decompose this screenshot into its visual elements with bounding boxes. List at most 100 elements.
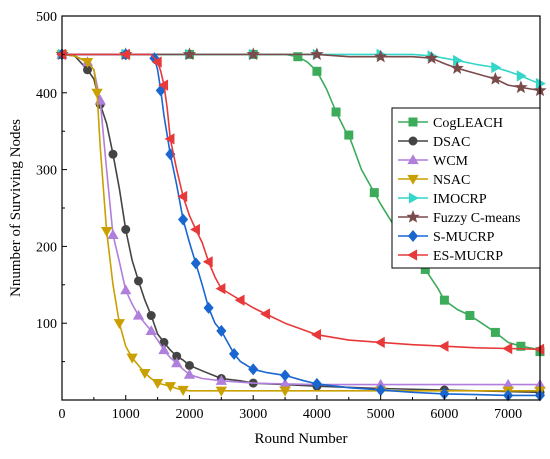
x-tick-label: 7000 (494, 407, 522, 422)
data-point-nsac (81, 57, 94, 68)
legend-label-s-mucrp: S-MUCRP (433, 230, 495, 245)
x-tick-label: 1000 (112, 407, 140, 422)
data-point-s-mucrp (311, 377, 322, 390)
y-tick-label: 400 (36, 87, 57, 102)
y-axis-label: Nnumber of Surviving Nodes (8, 119, 24, 297)
series-es-mucrp (56, 48, 545, 355)
data-point-wcm (171, 357, 183, 368)
data-point-dsac (184, 360, 194, 370)
y-tick-label: 300 (36, 164, 57, 179)
data-point-nsac (126, 353, 138, 364)
data-point-cogleach (490, 327, 500, 337)
data-point-nsac (91, 88, 103, 99)
x-tick-label: 4000 (303, 407, 331, 422)
x-axis-label: Round Number (255, 431, 348, 447)
legend-marker-cogleach (408, 117, 418, 127)
data-point-es-mucrp (502, 342, 513, 355)
data-point-cogleach (465, 311, 475, 321)
data-point-fuzzy-c-means (514, 80, 528, 94)
data-point-nsac (279, 386, 291, 397)
legend-item-s-mucrp: S-MUCRP (398, 230, 495, 245)
data-point-nsac (177, 385, 189, 396)
series-line-s-mucrp (62, 53, 540, 397)
data-point-es-mucrp (234, 294, 245, 306)
legend-item-es-mucrp: ES-MUCRP (398, 249, 503, 264)
legend-marker-imocrp (408, 192, 419, 204)
data-point-es-mucrp (119, 48, 130, 61)
data-point-wcm (120, 284, 132, 295)
data-point-s-mucrp (190, 257, 201, 270)
data-point-s-mucrp (203, 301, 214, 314)
axis-ticks: 0 1000 2000 3000 4000 5000 6000 7000 100 200 300 40… (36, 10, 522, 422)
x-tick-label: 2000 (175, 407, 203, 422)
legend-item-cogleach: CogLEACH (398, 116, 503, 131)
data-point-dsac (146, 311, 156, 321)
x-tick-label: 5000 (367, 407, 395, 422)
y-tick-label: 100 (36, 317, 57, 332)
x-tick-label: 3000 (239, 407, 267, 422)
data-point-s-mucrp (229, 347, 240, 360)
legend-marker-nsac (407, 174, 419, 185)
legend-label-wcm: WCM (433, 154, 469, 169)
data-point-cogleach (439, 295, 449, 305)
x-tick-label: 0 (59, 407, 66, 422)
legend-marker-s-mucrp (407, 230, 419, 242)
data-point-nsac (100, 226, 113, 237)
legend-label-nsac: NSAC (433, 173, 470, 188)
data-point-cogleach (293, 52, 303, 62)
data-point-fuzzy-c-means (450, 61, 464, 74)
data-point-s-mucrp (216, 324, 227, 337)
data-point-cogleach (331, 107, 341, 117)
series-line-es-mucrp (62, 53, 541, 351)
y-tick-label: 500 (36, 10, 57, 25)
data-point-fuzzy-c-means (182, 47, 197, 61)
data-point-s-mucrp (248, 363, 259, 376)
legend-label-es-mucrp: ES-MUCRP (433, 249, 503, 264)
data-point-es-mucrp (202, 256, 213, 268)
data-point-es-mucrp (177, 190, 188, 203)
data-point-wcm (215, 374, 227, 385)
legend-box (391, 107, 541, 269)
data-point-wcm (145, 325, 157, 335)
data-point-wcm (107, 229, 119, 239)
data-point-fuzzy-c-means (246, 47, 260, 61)
data-point-nsac (215, 386, 227, 397)
data-point-cogleach (344, 130, 354, 140)
data-point-s-mucrp (178, 213, 189, 226)
plot-marks (55, 47, 547, 402)
legend-marker-wcm (407, 154, 419, 165)
data-point-wcm (132, 309, 145, 320)
legend-item-imocrp: IMOCRP (398, 192, 487, 207)
data-point-imocrp (516, 70, 527, 82)
data-point-nsac (113, 319, 126, 330)
legend-label-fuzzy-c-means: Fuzzy C-means (433, 211, 520, 226)
series-line-wcm (61, 53, 540, 386)
data-point-dsac (121, 225, 131, 235)
data-point-es-mucrp (215, 282, 226, 295)
data-point-es-mucrp (158, 79, 169, 91)
data-point-es-mucrp (438, 340, 449, 352)
data-point-es-mucrp (374, 336, 385, 349)
data-point-es-mucrp (151, 56, 162, 68)
data-point-s-mucrp (280, 369, 291, 382)
legend-marker-es-mucrp (407, 249, 418, 261)
x-tick-label: 6000 (430, 407, 458, 422)
data-point-nsac (151, 379, 164, 389)
y-tick-label: 200 (36, 240, 57, 255)
data-point-dsac (108, 149, 118, 159)
data-point-wcm (183, 368, 196, 379)
data-point-fuzzy-c-means (310, 47, 324, 61)
data-point-fuzzy-c-means (488, 72, 503, 85)
data-point-fuzzy-c-means (424, 51, 439, 64)
legend-marker-fuzzy-c-means (406, 209, 420, 223)
data-point-es-mucrp (164, 133, 175, 145)
legend: CogLEACH DSAC WCM NSAC IMOCRP Fuzzy C-means S-… (391, 107, 541, 269)
legend-label-cogleach: CogLEACH (433, 116, 503, 131)
data-point-wcm (158, 344, 170, 355)
legend-item-fuzzy-c-means: Fuzzy C-means (398, 209, 520, 226)
legend-label-dsac: DSAC (433, 135, 470, 150)
data-point-nsac (164, 382, 177, 392)
data-point-es-mucrp (260, 308, 271, 320)
data-point-dsac (133, 276, 143, 286)
legend-item-dsac: DSAC (398, 135, 470, 150)
